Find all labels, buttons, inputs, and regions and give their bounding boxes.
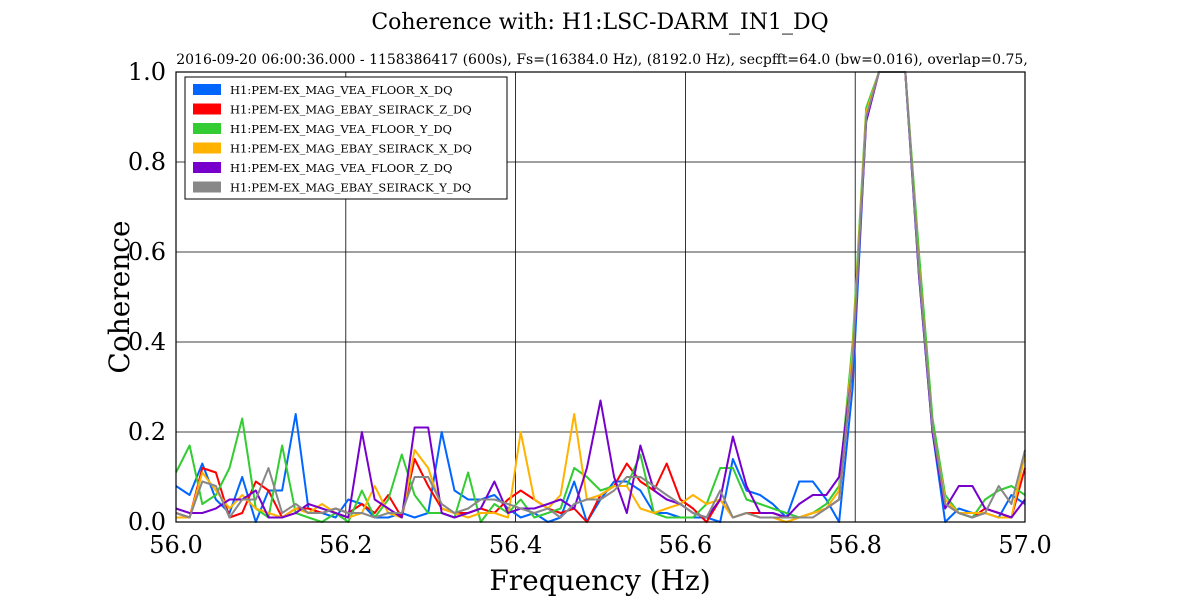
x-tick-label-3: 56.6 [659, 531, 712, 559]
legend-swatch-3 [193, 142, 221, 154]
x-tick-label-1: 56.2 [319, 531, 372, 559]
chart-subtitle: 2016-09-20 06:00:36.000 - 1158386417 (60… [176, 52, 1028, 68]
y-tick-label-2: 0.4 [128, 328, 166, 356]
legend-swatch-4 [193, 162, 221, 173]
legend-label-0: H1:PEM-EX_MAG_VEA_FLOOR_X_DQ [230, 83, 453, 97]
y-tick-label-3: 0.6 [128, 238, 166, 266]
x-tick-label-0: 56.0 [149, 531, 202, 559]
legend-label-4: H1:PEM-EX_MAG_VEA_FLOOR_Z_DQ [230, 161, 452, 175]
y-axis-label: Coherence [103, 220, 136, 373]
legend-swatch-2 [193, 123, 221, 134]
legend: H1:PEM-EX_MAG_VEA_FLOOR_X_DQ H1:PEM-EX_MA… [184, 76, 508, 200]
y-tick-label-1: 0.2 [128, 418, 166, 446]
x-axis-ticks: 56.0 56.2 56.4 56.6 56.8 57.0 [149, 531, 1051, 559]
legend-frame [184, 76, 508, 200]
grid-lines [176, 72, 1025, 522]
x-tick-label-5: 57.0 [998, 531, 1051, 559]
legend-swatch-0 [193, 84, 221, 95]
y-tick-label-4: 0.8 [128, 148, 166, 176]
x-axis-label: Frequency (Hz) [489, 564, 710, 597]
legend-label-1: H1:PEM-EX_MAG_EBAY_SEIRACK_Z_DQ [230, 103, 472, 117]
legend-swatch-5 [193, 181, 221, 193]
x-tick-label-4: 56.8 [828, 531, 881, 559]
y-tick-label-5: 1.0 [128, 58, 166, 86]
legend-label-2: H1:PEM-EX_MAG_VEA_FLOOR_Y_DQ [230, 122, 452, 136]
y-axis-ticks: 0.0 0.2 0.4 0.6 0.8 1.0 [128, 58, 166, 536]
legend-label-5: H1:PEM-EX_MAG_EBAY_SEIRACK_Y_DQ [230, 181, 471, 195]
plot-frame [175, 71, 1026, 523]
legend-swatch-1 [193, 103, 221, 115]
x-tick-label-2: 56.4 [489, 531, 542, 559]
y-tick-label-0: 0.0 [128, 508, 166, 536]
chart-title: Coherence with: H1:LSC-DARM_IN1_DQ [371, 10, 828, 35]
legend-label-3: H1:PEM-EX_MAG_EBAY_SEIRACK_X_DQ [230, 142, 472, 156]
